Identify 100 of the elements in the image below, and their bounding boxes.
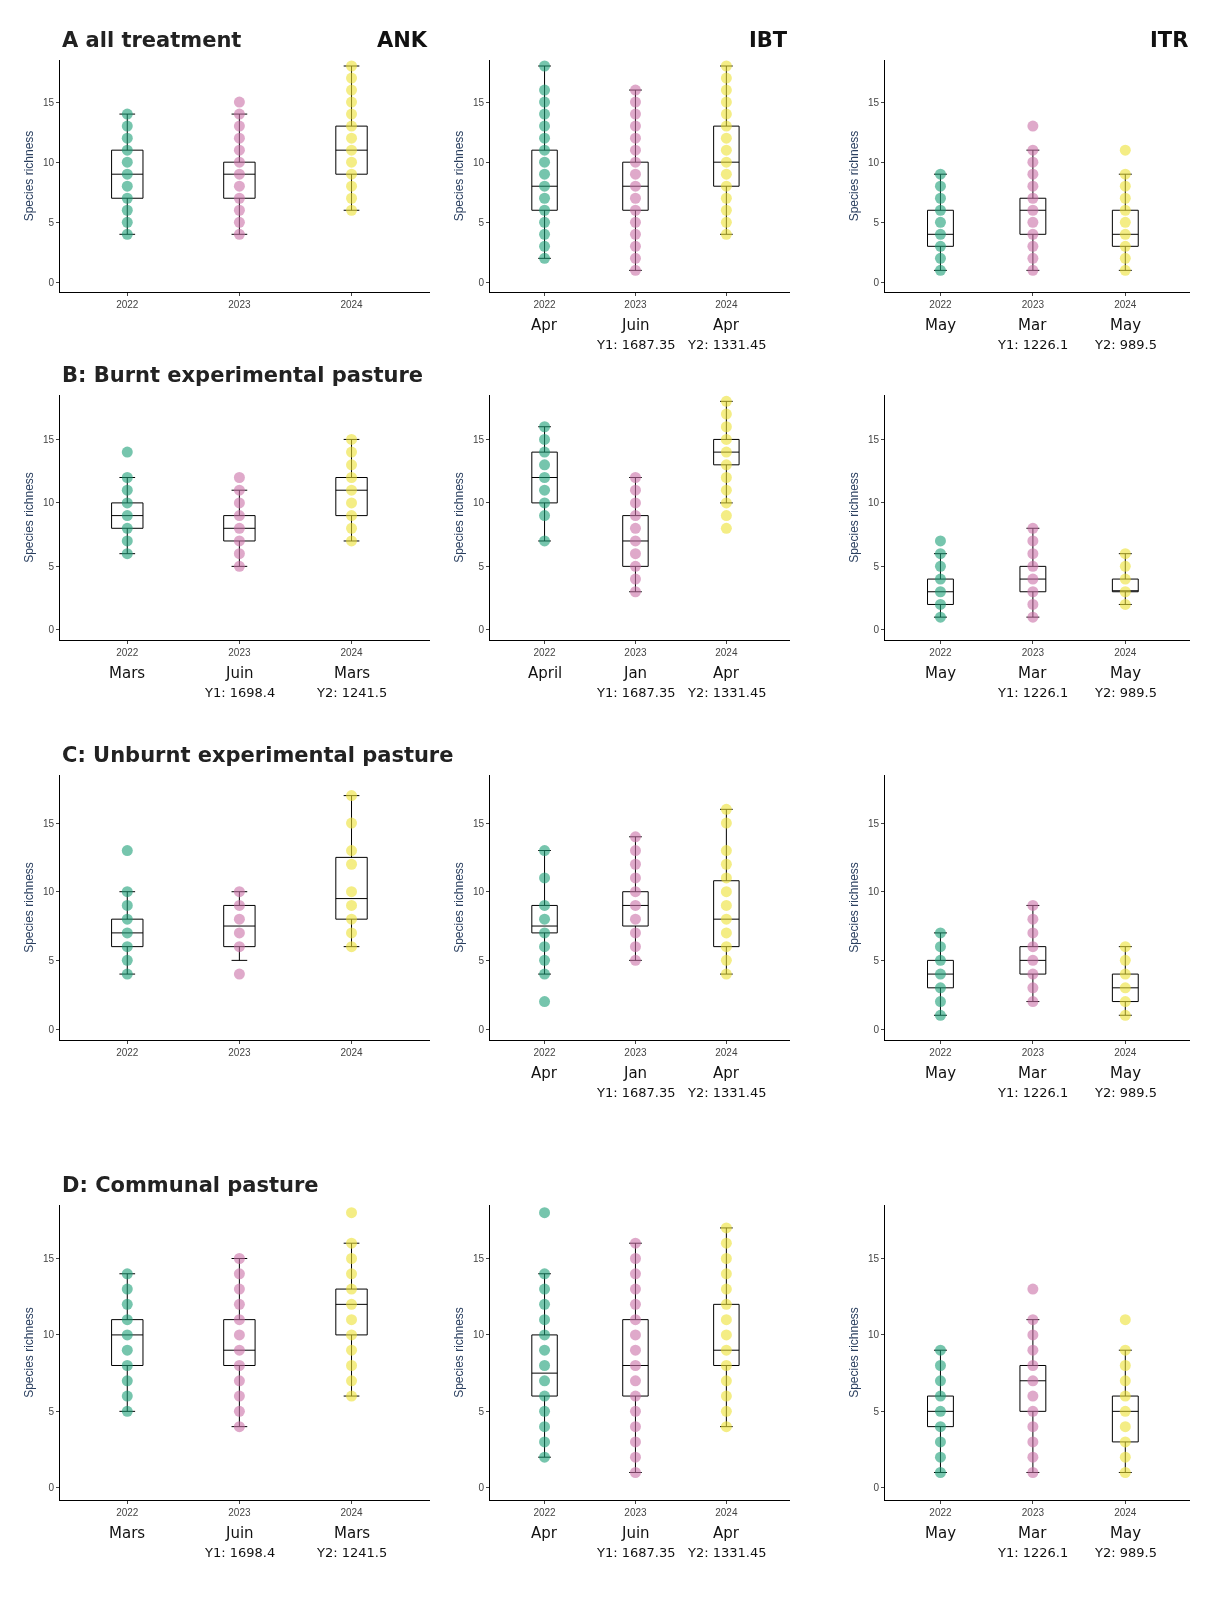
- text: Y1: 1687.35: [596, 1085, 676, 1100]
- point: [1027, 144, 1039, 156]
- point: [233, 156, 245, 168]
- point: [539, 216, 551, 228]
- point: [233, 886, 245, 898]
- x-tick-label: 2024: [1114, 299, 1137, 310]
- text: Apr: [531, 316, 558, 334]
- y-tick-label: 10: [867, 497, 880, 509]
- point: [121, 1283, 133, 1295]
- point: [934, 1359, 946, 1371]
- text: Juin: [621, 316, 650, 334]
- point: [720, 1344, 732, 1356]
- y-tick-label: 15: [42, 433, 55, 445]
- point: [629, 1268, 641, 1280]
- point: [720, 132, 732, 144]
- point: [1119, 968, 1131, 980]
- point: [121, 1344, 133, 1356]
- point: [1027, 1314, 1039, 1326]
- point: [720, 120, 732, 132]
- point: [1119, 204, 1131, 216]
- point: [346, 180, 358, 192]
- text: Y2: 989.5: [1094, 337, 1157, 352]
- x-tick-label: 2023: [228, 1047, 251, 1058]
- point: [346, 1268, 358, 1280]
- x-tick-label: 2024: [340, 647, 364, 658]
- point: [1027, 1405, 1039, 1417]
- text: Mar: [1018, 664, 1048, 682]
- point: [629, 497, 641, 509]
- point: [629, 168, 641, 180]
- text: Apr: [531, 1524, 558, 1542]
- point: [629, 84, 641, 96]
- point: [121, 484, 133, 496]
- point: [934, 180, 946, 192]
- point: [934, 1009, 946, 1021]
- point: [1027, 1436, 1039, 1448]
- point: [539, 60, 551, 72]
- point: [629, 560, 641, 572]
- point: [346, 84, 358, 96]
- text: Y1: 1687.35: [596, 337, 676, 352]
- point: [346, 446, 358, 458]
- point: [720, 84, 732, 96]
- point: [720, 433, 732, 445]
- point: [1027, 252, 1039, 264]
- point: [720, 408, 732, 420]
- point: [1119, 1314, 1131, 1326]
- point: [233, 913, 245, 925]
- point: [1027, 1466, 1039, 1478]
- y-tick-label: 10: [42, 1329, 55, 1341]
- point: [720, 913, 732, 925]
- point: [1027, 1390, 1039, 1402]
- point: [539, 132, 551, 144]
- point: [629, 510, 641, 522]
- x-tick-label: 2023: [624, 1047, 648, 1058]
- point: [539, 913, 551, 925]
- y-tick-label: 15: [472, 433, 485, 445]
- x-tick-label: 2022: [533, 299, 557, 310]
- point: [629, 252, 641, 264]
- text: Jan: [623, 1064, 648, 1082]
- point: [346, 1359, 358, 1371]
- point: [1119, 573, 1131, 585]
- point: [233, 180, 245, 192]
- point: [1027, 204, 1039, 216]
- y-axis-title: Species richness: [847, 472, 862, 563]
- point: [539, 484, 551, 496]
- point: [1027, 573, 1039, 585]
- y-tick-label: 5: [873, 1405, 880, 1417]
- text: Mars: [334, 1524, 371, 1542]
- point: [720, 1359, 732, 1371]
- point: [121, 446, 133, 458]
- point: [233, 1329, 245, 1341]
- point: [629, 522, 641, 534]
- point: [720, 395, 732, 407]
- x-tick-label: 2023: [228, 1507, 251, 1518]
- point: [1027, 180, 1039, 192]
- point: [346, 510, 358, 522]
- point: [629, 1405, 641, 1417]
- point: [934, 941, 946, 953]
- point: [121, 472, 133, 484]
- y-axis-title: Species richness: [22, 472, 37, 563]
- point: [720, 484, 732, 496]
- text: Mar: [1018, 1524, 1048, 1542]
- point: [934, 216, 946, 228]
- point: [1119, 1436, 1131, 1448]
- chart-subtitle: IBT: [749, 28, 788, 52]
- point: [1027, 1283, 1039, 1295]
- text: Mars: [109, 664, 146, 682]
- y-tick-label: 5: [478, 216, 485, 228]
- x-tick-label: 2022: [116, 299, 139, 310]
- point: [233, 535, 245, 547]
- y-tick-label: 5: [48, 560, 55, 572]
- point: [539, 510, 551, 522]
- point: [346, 845, 358, 857]
- y-tick-label: 15: [472, 1253, 485, 1264]
- text: May: [1110, 1524, 1142, 1542]
- point: [539, 941, 551, 953]
- point: [629, 927, 641, 939]
- y-tick-label: 15: [42, 817, 55, 829]
- y-tick-label: 10: [42, 156, 55, 168]
- point: [629, 1359, 641, 1371]
- y-axis-title: Species richness: [847, 862, 862, 953]
